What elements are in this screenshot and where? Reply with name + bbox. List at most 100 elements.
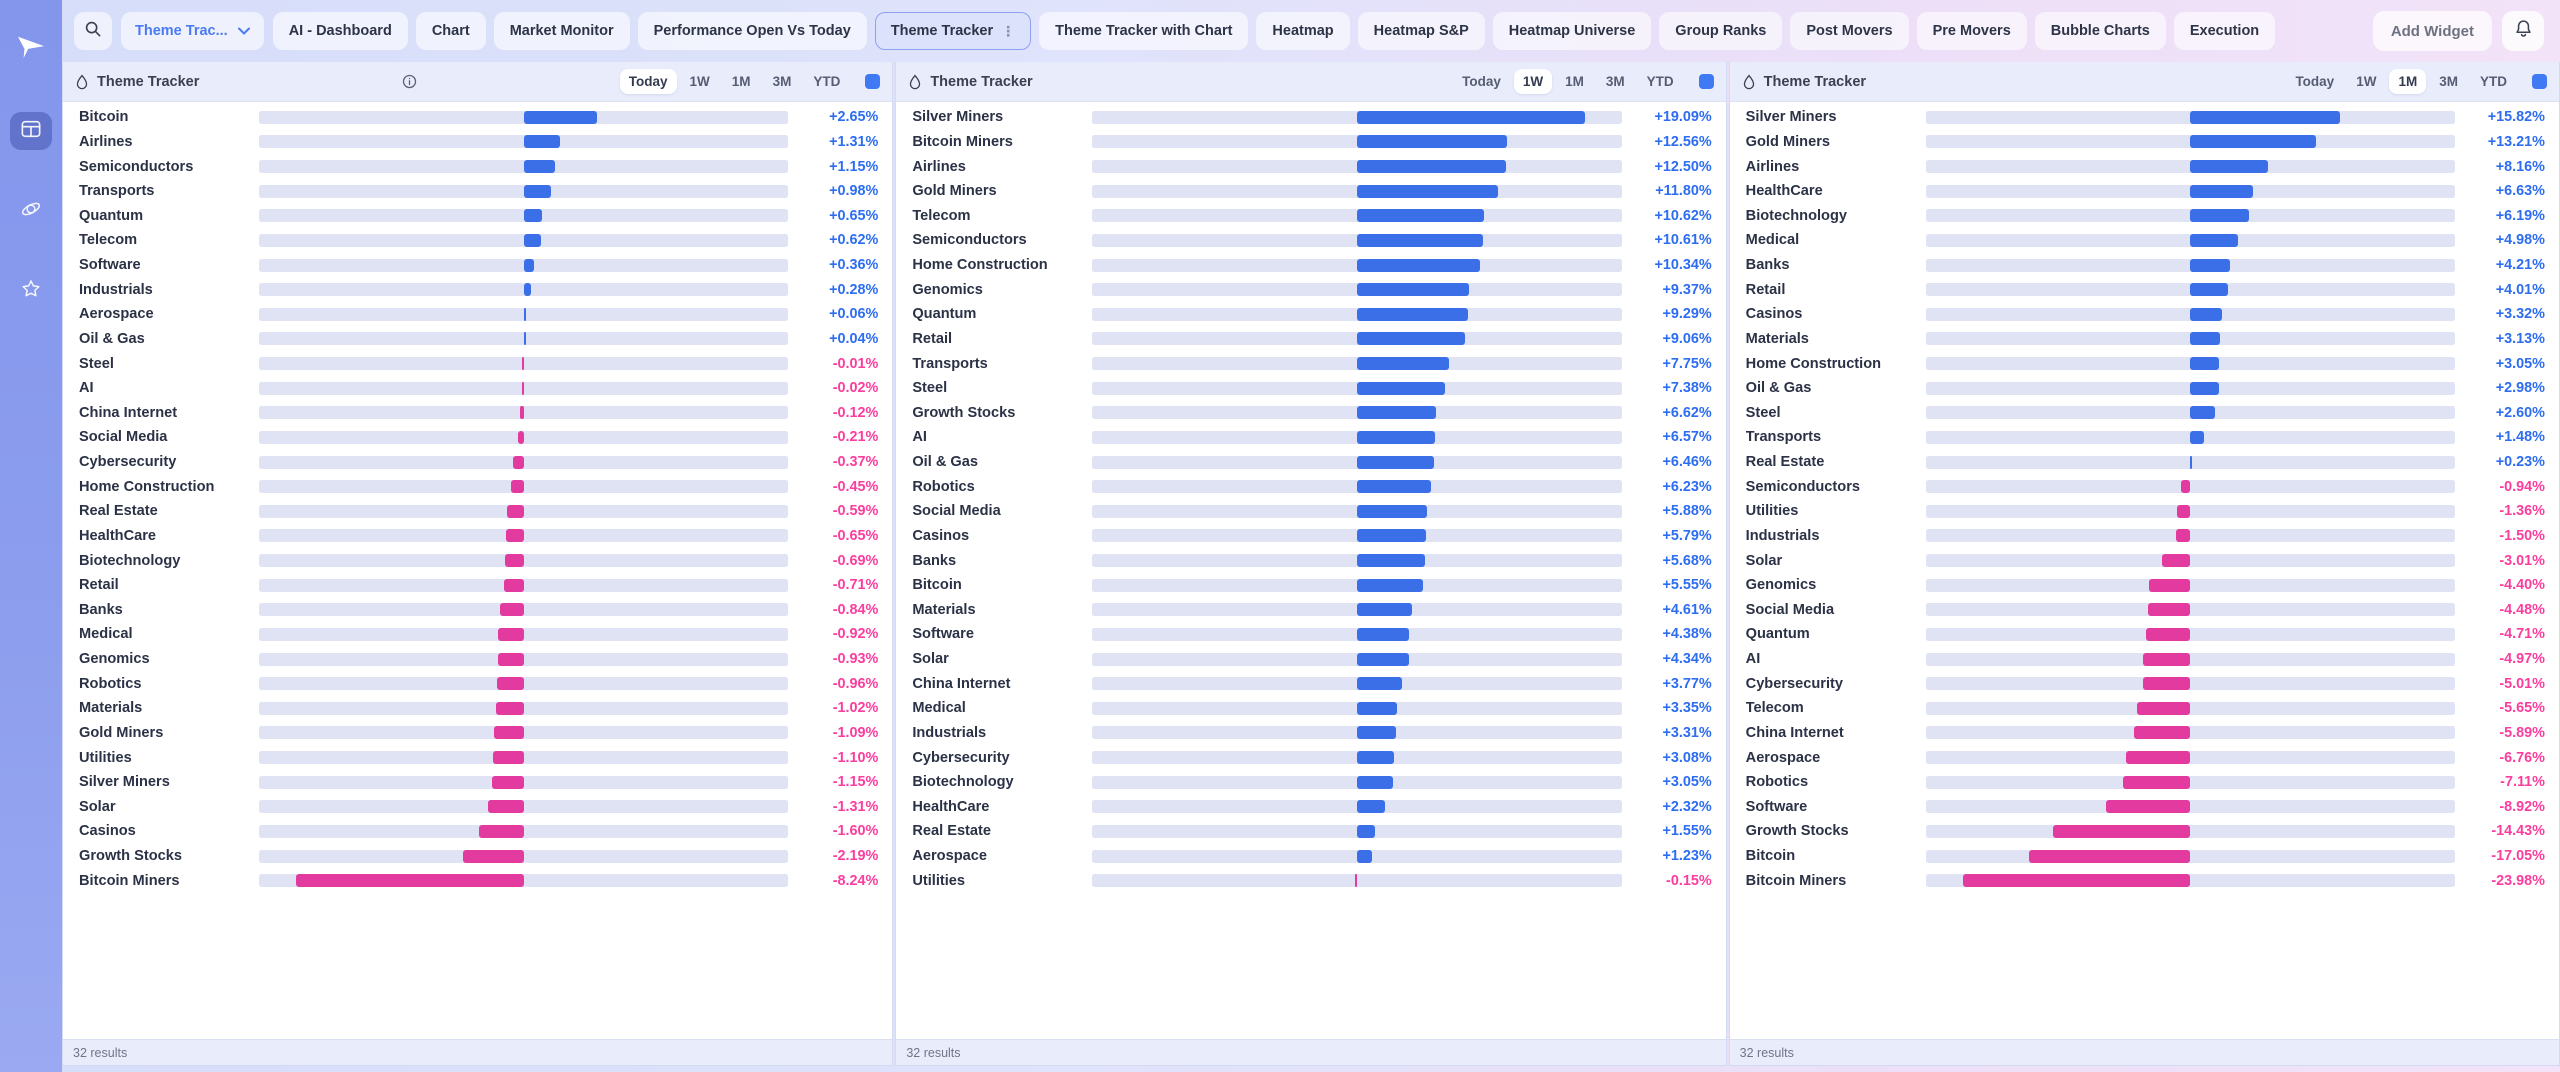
tab-chart[interactable]: Chart	[415, 12, 486, 50]
theme-row[interactable]: Banks +4.21%	[1730, 253, 2559, 278]
theme-row[interactable]: AI +6.57%	[896, 425, 1725, 450]
workspace-selector[interactable]: Theme Trac...	[121, 12, 264, 50]
theme-row[interactable]: Aerospace +1.23%	[896, 844, 1725, 869]
color-mode-toggle[interactable]	[1698, 74, 1714, 89]
theme-row[interactable]: Robotics -7.11%	[1730, 770, 2559, 795]
theme-row[interactable]: Bitcoin Miners +12.56%	[896, 130, 1725, 155]
theme-row[interactable]: Biotechnology +6.19%	[1730, 204, 2559, 229]
theme-row[interactable]: Industrials +3.31%	[896, 721, 1725, 746]
theme-row[interactable]: Utilities -1.36%	[1730, 499, 2559, 524]
period-button-today[interactable]: Today	[2295, 74, 2335, 89]
color-mode-toggle[interactable]	[2531, 74, 2547, 89]
theme-row[interactable]: Airlines +12.50%	[896, 154, 1725, 179]
theme-row[interactable]: Bitcoin Miners -8.24%	[63, 868, 892, 893]
period-button-3m[interactable]: 3M	[1605, 74, 1625, 89]
theme-row[interactable]: Bitcoin -17.05%	[1730, 844, 2559, 869]
theme-row[interactable]: Utilities -1.10%	[63, 745, 892, 770]
tab-bubble-charts[interactable]: Bubble Charts	[2034, 12, 2166, 50]
theme-row[interactable]: Transports +7.75%	[896, 351, 1725, 376]
theme-row[interactable]: Oil & Gas +2.98%	[1730, 376, 2559, 401]
theme-row[interactable]: Semiconductors +1.15%	[63, 154, 892, 179]
period-button-ytd[interactable]: YTD	[813, 74, 841, 89]
tab-heatmap-s-p[interactable]: Heatmap S&P	[1357, 12, 1485, 50]
theme-row[interactable]: Cybersecurity -0.37%	[63, 450, 892, 475]
theme-row[interactable]: Home Construction +10.34%	[896, 253, 1725, 278]
theme-row[interactable]: Steel -0.01%	[63, 351, 892, 376]
theme-row[interactable]: Industrials -1.50%	[1730, 524, 2559, 549]
theme-row[interactable]: HealthCare -0.65%	[63, 524, 892, 549]
theme-row[interactable]: Real Estate -0.59%	[63, 499, 892, 524]
theme-row[interactable]: Airlines +1.31%	[63, 130, 892, 155]
theme-row[interactable]: Silver Miners +19.09%	[896, 105, 1725, 130]
tab-options-dots[interactable]: ⋮	[1001, 23, 1016, 39]
sidebar-item-favorites[interactable]	[10, 272, 52, 310]
tab-performance-open-vs-today[interactable]: Performance Open Vs Today	[637, 12, 867, 50]
theme-row[interactable]: Social Media +5.88%	[896, 499, 1725, 524]
theme-row[interactable]: Bitcoin Miners -23.98%	[1730, 868, 2559, 893]
tab-execution[interactable]: Execution	[2173, 12, 2276, 50]
tab-heatmap-universe[interactable]: Heatmap Universe	[1492, 12, 1652, 50]
color-mode-toggle[interactable]	[865, 74, 881, 89]
theme-row[interactable]: Banks -0.84%	[63, 598, 892, 623]
theme-row[interactable]: Genomics -4.40%	[1730, 573, 2559, 598]
sidebar-item-orbit[interactable]	[10, 192, 52, 230]
theme-row[interactable]: Social Media -0.21%	[63, 425, 892, 450]
theme-row[interactable]: Biotechnology -0.69%	[63, 548, 892, 573]
theme-row[interactable]: Growth Stocks -2.19%	[63, 844, 892, 869]
theme-row[interactable]: Growth Stocks +6.62%	[896, 401, 1725, 426]
theme-row[interactable]: Genomics -0.93%	[63, 647, 892, 672]
period-button-today[interactable]: Today	[619, 69, 677, 94]
theme-row[interactable]: Materials +4.61%	[896, 598, 1725, 623]
theme-row[interactable]: China Internet -0.12%	[63, 401, 892, 426]
tab-post-movers[interactable]: Post Movers	[1790, 12, 1909, 50]
theme-row[interactable]: Retail +4.01%	[1730, 277, 2559, 302]
period-button-1w[interactable]: 1W	[1513, 69, 1553, 94]
theme-row[interactable]: Telecom +10.62%	[896, 204, 1725, 229]
theme-row[interactable]: Cybersecurity +3.08%	[896, 745, 1725, 770]
theme-row[interactable]: Steel +2.60%	[1730, 401, 2559, 426]
theme-row[interactable]: Robotics +6.23%	[896, 474, 1725, 499]
theme-row[interactable]: Quantum -4.71%	[1730, 622, 2559, 647]
theme-row[interactable]: Real Estate +0.23%	[1730, 450, 2559, 475]
theme-row[interactable]: Oil & Gas +0.04%	[63, 327, 892, 352]
theme-row[interactable]: Materials +3.13%	[1730, 327, 2559, 352]
theme-row[interactable]: Medical -0.92%	[63, 622, 892, 647]
theme-row[interactable]: HealthCare +6.63%	[1730, 179, 2559, 204]
theme-row[interactable]: Gold Miners -1.09%	[63, 721, 892, 746]
theme-row[interactable]: Aerospace +0.06%	[63, 302, 892, 327]
theme-row[interactable]: Transports +1.48%	[1730, 425, 2559, 450]
theme-row[interactable]: Bitcoin +5.55%	[896, 573, 1725, 598]
theme-row[interactable]: Social Media -4.48%	[1730, 598, 2559, 623]
theme-row[interactable]: Home Construction -0.45%	[63, 474, 892, 499]
theme-row[interactable]: AI -0.02%	[63, 376, 892, 401]
theme-row[interactable]: Semiconductors +10.61%	[896, 228, 1725, 253]
theme-row[interactable]: Genomics +9.37%	[896, 277, 1725, 302]
period-button-1w[interactable]: 1W	[2356, 74, 2377, 89]
theme-row[interactable]: Steel +7.38%	[896, 376, 1725, 401]
theme-row[interactable]: Aerospace -6.76%	[1730, 745, 2559, 770]
add-widget-button[interactable]: Add Widget	[2372, 11, 2492, 51]
theme-row[interactable]: Medical +3.35%	[896, 696, 1725, 721]
tab-theme-tracker-with-chart[interactable]: Theme Tracker with Chart	[1039, 12, 1249, 50]
theme-row[interactable]: Quantum +9.29%	[896, 302, 1725, 327]
tab-heatmap[interactable]: Heatmap	[1256, 12, 1350, 50]
theme-row[interactable]: Real Estate +1.55%	[896, 819, 1725, 844]
theme-row[interactable]: Silver Miners -1.15%	[63, 770, 892, 795]
tab-pre-movers[interactable]: Pre Movers	[1916, 12, 2027, 50]
theme-row[interactable]: Materials -1.02%	[63, 696, 892, 721]
theme-row[interactable]: Utilities -0.15%	[896, 868, 1725, 893]
theme-row[interactable]: Semiconductors -0.94%	[1730, 474, 2559, 499]
tab-market-monitor[interactable]: Market Monitor	[493, 12, 630, 50]
theme-row[interactable]: Growth Stocks -14.43%	[1730, 819, 2559, 844]
theme-row[interactable]: Software +4.38%	[896, 622, 1725, 647]
theme-row[interactable]: Industrials +0.28%	[63, 277, 892, 302]
period-button-ytd[interactable]: YTD	[1646, 74, 1674, 89]
theme-row[interactable]: Casinos +5.79%	[896, 524, 1725, 549]
period-button-3m[interactable]: 3M	[772, 74, 792, 89]
theme-row[interactable]: Banks +5.68%	[896, 548, 1725, 573]
tab-theme-tracker[interactable]: Theme Tracker ⋮	[874, 12, 1032, 50]
sidebar-item-dashboards[interactable]	[10, 112, 52, 150]
theme-row[interactable]: Telecom -5.65%	[1730, 696, 2559, 721]
theme-row[interactable]: Casinos -1.60%	[63, 819, 892, 844]
period-button-ytd[interactable]: YTD	[2479, 74, 2507, 89]
